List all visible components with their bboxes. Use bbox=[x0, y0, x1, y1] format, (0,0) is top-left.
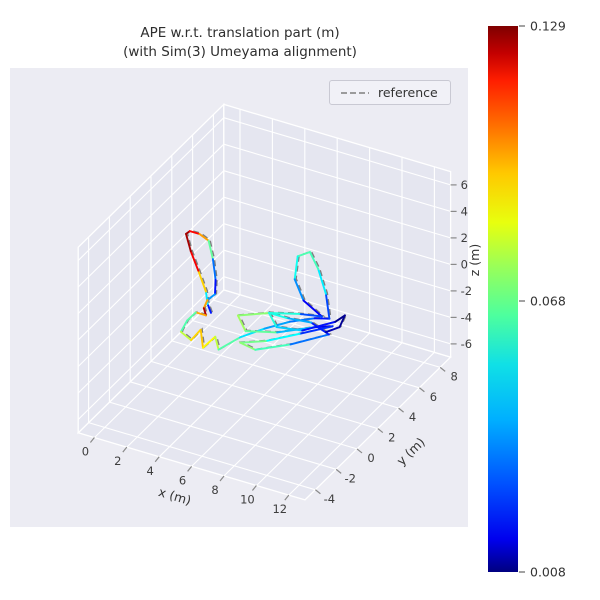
reference-line-sample bbox=[341, 91, 369, 94]
tick-marks bbox=[89, 184, 457, 501]
x-tick-label: 2 bbox=[114, 454, 121, 468]
z-tick-label: -4 bbox=[461, 310, 472, 324]
colorbar bbox=[488, 26, 518, 572]
x-tick-label: 6 bbox=[179, 473, 186, 487]
colorbar-tickmark-max bbox=[519, 25, 525, 27]
z-tick-label: -6 bbox=[461, 337, 472, 351]
colorbar-tickmark-mid bbox=[519, 300, 525, 302]
x-tick-label: 0 bbox=[82, 445, 89, 459]
x-tick-label: 10 bbox=[240, 493, 255, 507]
y-tick-label: 2 bbox=[388, 431, 395, 445]
x-tick-label: 12 bbox=[272, 502, 287, 516]
z-tick-label: 0 bbox=[461, 257, 468, 271]
x-tick-label: 8 bbox=[211, 483, 218, 497]
y-tick-label: -2 bbox=[344, 471, 355, 485]
colorbar-tick-label-max: 0.129 bbox=[530, 18, 566, 34]
z-tick-label: -2 bbox=[461, 284, 472, 298]
z-tick-label: 2 bbox=[461, 231, 468, 245]
z-tick-label: 6 bbox=[461, 178, 468, 192]
y-tick-label: 4 bbox=[409, 410, 416, 424]
colorbar-tick-label-min: 0.008 bbox=[530, 564, 566, 580]
grid-lines bbox=[77, 109, 451, 496]
legend-label: reference bbox=[378, 85, 438, 100]
colorbar-tick-max: 0.129 bbox=[519, 19, 566, 34]
z-tick-label: 4 bbox=[461, 204, 468, 218]
y-tick-label: 8 bbox=[451, 369, 458, 383]
z-axis-label: z (m) bbox=[467, 244, 482, 276]
colorbar-tickmark-min bbox=[519, 571, 525, 573]
x-tick-label: 4 bbox=[147, 464, 154, 478]
ape-trajectory bbox=[179, 230, 346, 351]
y-tick-label: -4 bbox=[324, 492, 335, 506]
colorbar-tick-min: 0.008 bbox=[519, 565, 566, 580]
legend: reference bbox=[329, 80, 451, 105]
y-tick-label: 0 bbox=[367, 451, 374, 465]
colorbar-tick-label-mid: 0.068 bbox=[530, 293, 566, 309]
y-tick-label: 6 bbox=[430, 390, 437, 404]
colorbar-tick-mid: 0.068 bbox=[519, 294, 566, 309]
